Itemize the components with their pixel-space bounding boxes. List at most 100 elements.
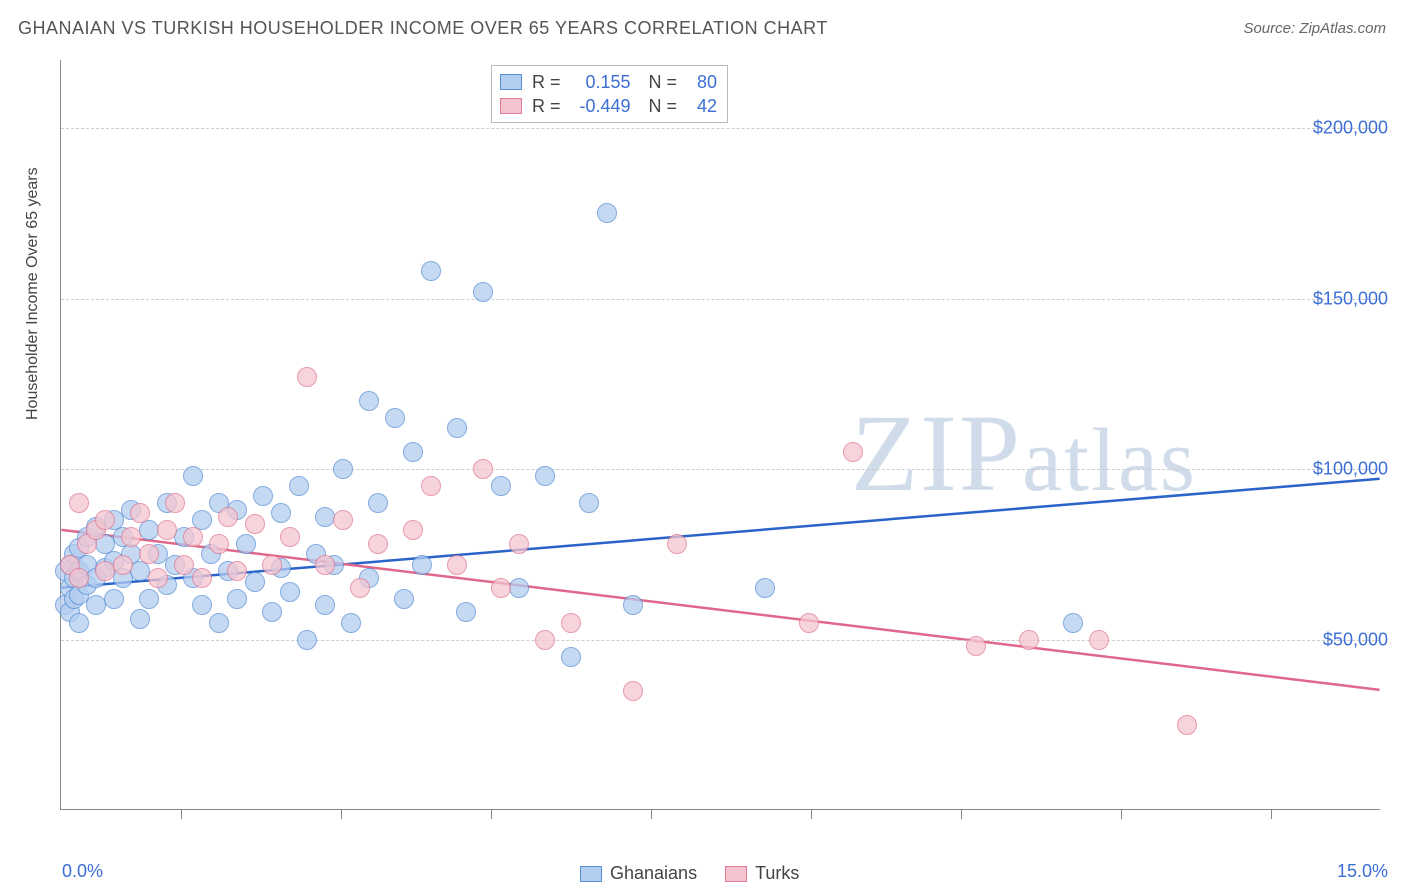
data-point <box>236 534 256 554</box>
legend-item: Ghanaians <box>580 863 697 884</box>
data-point <box>535 466 555 486</box>
data-point <box>412 555 432 575</box>
data-point <box>245 572 265 592</box>
data-point <box>350 578 370 598</box>
data-point <box>755 578 775 598</box>
data-point <box>262 555 282 575</box>
data-point <box>218 507 238 527</box>
data-point <box>165 493 185 513</box>
data-point <box>597 203 617 223</box>
data-point <box>359 391 379 411</box>
data-point <box>509 578 529 598</box>
y-tick-label: $100,000 <box>1313 459 1388 480</box>
data-point <box>130 503 150 523</box>
y-tick-label: $50,000 <box>1323 629 1388 650</box>
x-tick <box>651 809 652 819</box>
data-point <box>1063 613 1083 633</box>
data-point <box>1089 630 1109 650</box>
data-point <box>183 527 203 547</box>
data-point <box>447 418 467 438</box>
data-point <box>509 534 529 554</box>
x-tick <box>181 809 182 819</box>
data-point <box>262 602 282 622</box>
data-point <box>192 568 212 588</box>
data-point <box>535 630 555 650</box>
gridline-h <box>61 469 1380 470</box>
legend-swatch <box>725 866 747 882</box>
x-tick <box>341 809 342 819</box>
data-point <box>104 589 124 609</box>
data-point <box>394 589 414 609</box>
data-point <box>491 476 511 496</box>
data-point <box>297 630 317 650</box>
data-point <box>403 520 423 540</box>
data-point <box>121 527 141 547</box>
legend-swatch <box>580 866 602 882</box>
data-point <box>139 589 159 609</box>
data-point <box>69 493 89 513</box>
data-point <box>368 534 388 554</box>
data-point <box>385 408 405 428</box>
data-point <box>315 595 335 615</box>
data-point <box>341 613 361 633</box>
data-point <box>253 486 273 506</box>
data-point <box>421 476 441 496</box>
data-point <box>623 595 643 615</box>
y-tick-label: $150,000 <box>1313 288 1388 309</box>
data-point <box>333 510 353 530</box>
data-point <box>368 493 388 513</box>
data-point <box>227 561 247 581</box>
data-point <box>113 555 133 575</box>
data-point <box>130 609 150 629</box>
data-point <box>245 514 265 534</box>
data-point <box>157 520 177 540</box>
data-point <box>192 595 212 615</box>
data-point <box>280 582 300 602</box>
trend-line <box>61 530 1379 690</box>
data-point <box>1177 715 1197 735</box>
data-point <box>473 459 493 479</box>
chart-title: GHANAIAN VS TURKISH HOUSEHOLDER INCOME O… <box>18 18 828 39</box>
data-point <box>227 589 247 609</box>
data-point <box>69 613 89 633</box>
x-axis-min-label: 0.0% <box>62 861 103 882</box>
data-point <box>403 442 423 462</box>
data-point <box>561 613 581 633</box>
gridline-h <box>61 299 1380 300</box>
data-point <box>421 261 441 281</box>
gridline-h <box>61 640 1380 641</box>
gridline-h <box>61 128 1380 129</box>
data-point <box>148 568 168 588</box>
data-point <box>271 503 291 523</box>
data-point <box>491 578 511 598</box>
data-point <box>95 510 115 530</box>
trendlines-layer <box>61 60 1380 809</box>
data-point <box>280 527 300 547</box>
x-tick <box>961 809 962 819</box>
data-point <box>209 613 229 633</box>
data-point <box>843 442 863 462</box>
data-point <box>456 602 476 622</box>
data-point <box>667 534 687 554</box>
data-point <box>561 647 581 667</box>
data-point <box>333 459 353 479</box>
series-legend: Ghanaians Turks <box>580 863 799 884</box>
data-point <box>69 568 89 588</box>
x-tick <box>1271 809 1272 819</box>
legend-label: Turks <box>755 863 799 884</box>
data-point <box>623 681 643 701</box>
data-point <box>473 282 493 302</box>
data-point <box>297 367 317 387</box>
y-axis-label: Householder Income Over 65 years <box>24 167 42 420</box>
data-point <box>1019 630 1039 650</box>
data-point <box>183 466 203 486</box>
x-tick <box>811 809 812 819</box>
source-attribution: Source: ZipAtlas.com <box>1243 20 1386 37</box>
data-point <box>209 534 229 554</box>
x-tick <box>1121 809 1122 819</box>
y-tick-label: $200,000 <box>1313 118 1388 139</box>
legend-label: Ghanaians <box>610 863 697 884</box>
data-point <box>966 636 986 656</box>
chart-container: GHANAIAN VS TURKISH HOUSEHOLDER INCOME O… <box>0 0 1406 892</box>
data-point <box>799 613 819 633</box>
